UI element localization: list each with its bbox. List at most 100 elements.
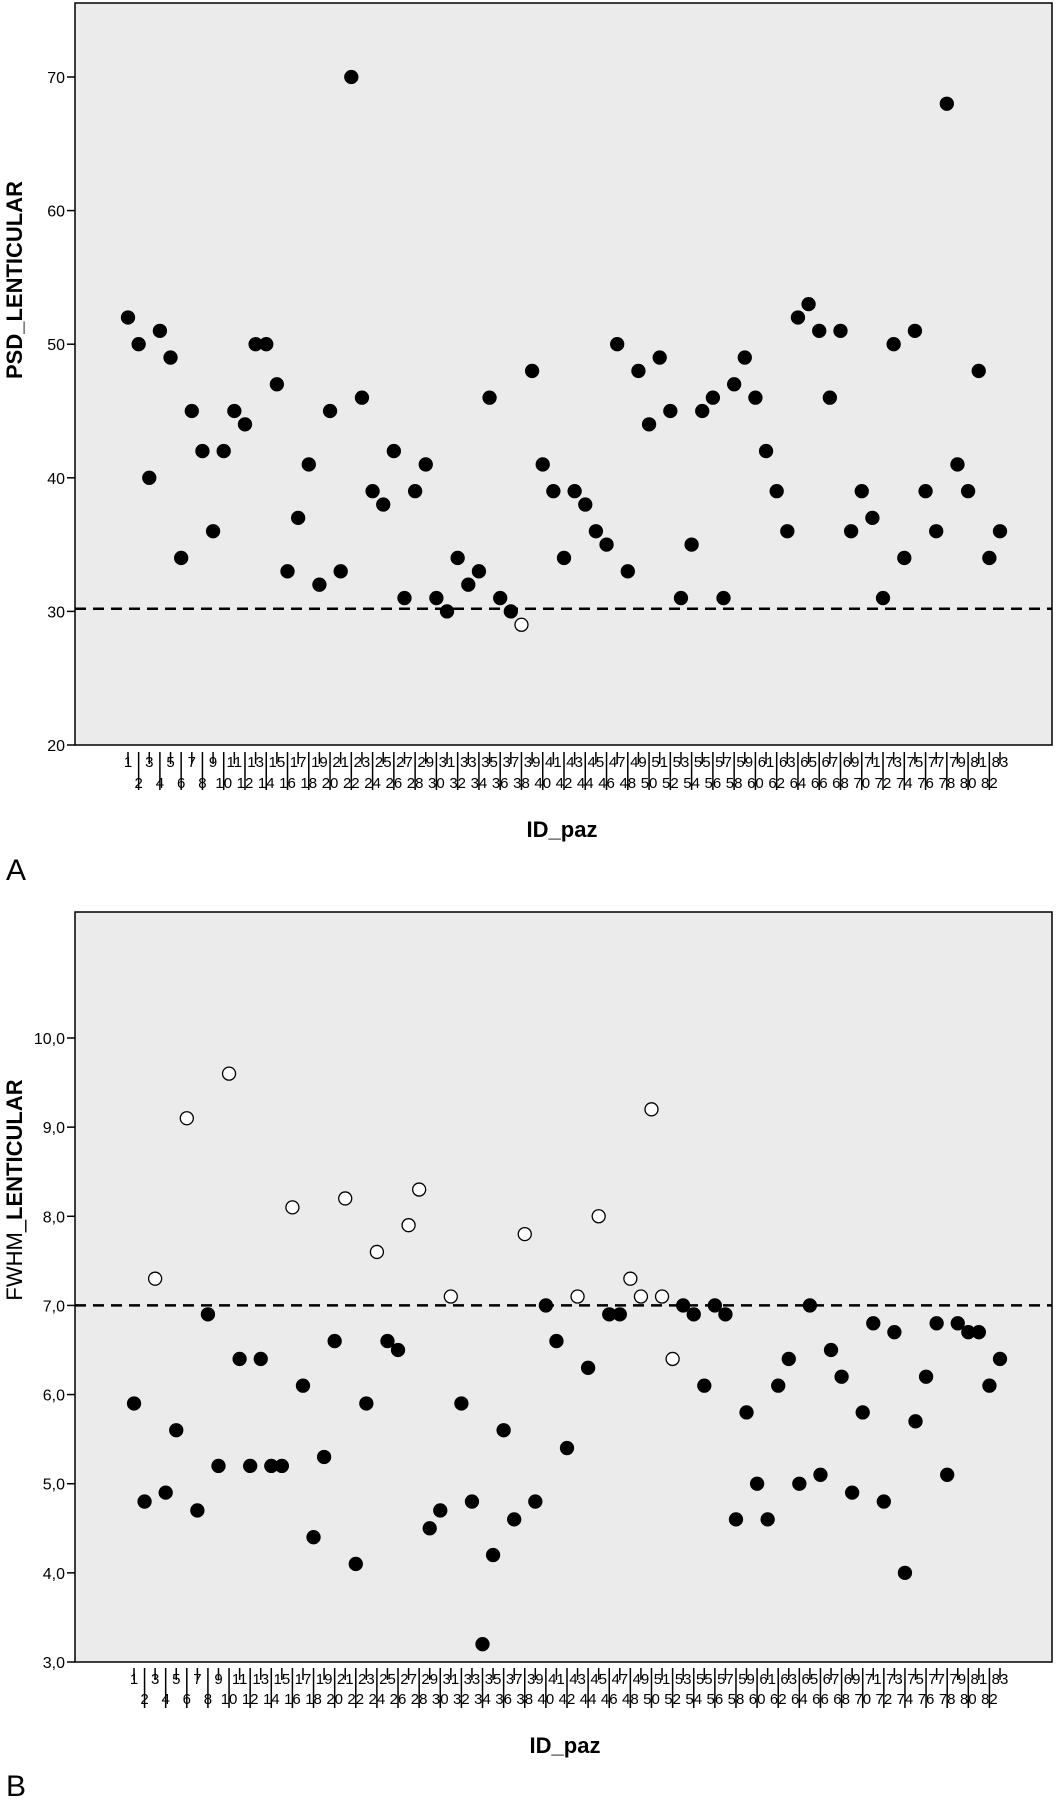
chart-b-point-filled [390, 1342, 406, 1358]
chart-a-x-tick-label: 59 [736, 754, 753, 771]
chart-a-x-tick-label: 75 [907, 754, 924, 771]
chart-a-x-tick-label: 45 [588, 754, 605, 771]
chart-b-x-tick-label: 21 [337, 1671, 354, 1688]
chart-a-x-tick-label: 71 [864, 754, 881, 771]
chart-b-x-tick-label: 6 [183, 1691, 191, 1708]
chart-b-point-filled [538, 1298, 554, 1313]
chart-a: 2030405060701234567891011121314151617181… [2, 2, 1053, 887]
chart-b-point-filled [306, 1530, 321, 1545]
chart-a-point-filled [982, 550, 997, 566]
chart-b-x-tick-label: 69 [844, 1671, 861, 1688]
chart-a-x-tick-label: 65 [800, 754, 817, 771]
chart-b-x-tick-label: 39 [527, 1671, 544, 1688]
chart-b-point-filled [211, 1458, 226, 1474]
chart-a-y-axis-title: PSD_LENTICULAR [2, 181, 27, 379]
chart-a-x-tick-label: 79 [949, 754, 966, 771]
chart-a-x-tick-label: 3 [145, 754, 153, 771]
chart-b-point-filled [982, 1378, 997, 1393]
chart-a-point-filled [875, 590, 891, 606]
chart-a-x-tick-label: 30 [428, 775, 445, 792]
chart-b-x-tick-label: 18 [305, 1691, 322, 1708]
chart-b-point-filled [464, 1494, 480, 1509]
chart-b-x-tick-label: 27 [400, 1671, 417, 1688]
chart-b-x-tick-label: 66 [812, 1691, 829, 1708]
chart-a-x-tick-label: 44 [577, 775, 594, 792]
chart-b-x-tick-label: 42 [559, 1691, 576, 1708]
chart-a-y-tick-label: 50 [47, 337, 65, 354]
chart-b-point-open [665, 1351, 680, 1367]
chart-b-point-filled [676, 1298, 691, 1313]
chart-b-x-tick-label: 5 [172, 1671, 180, 1688]
chart-b-x-tick-label: 24 [369, 1691, 386, 1708]
chart-b-point-filled [274, 1458, 290, 1474]
chart-a-point-filled [716, 590, 731, 606]
chart-b-point-open [623, 1271, 638, 1286]
chart-a-point-filled [620, 564, 635, 579]
chart-b-x-tick-label: 3 [151, 1671, 159, 1688]
chart-a-x-tick-label: 74 [896, 775, 913, 792]
chart-a-x-tick-label: 56 [705, 775, 722, 792]
chart-b-x-tick-label: 58 [728, 1691, 745, 1708]
chart-b-point-filled [485, 1547, 501, 1563]
chart-a-point-filled [705, 390, 721, 405]
chart-b-x-tick-label: 40 [538, 1691, 555, 1708]
chart-a-x-tick-label: 17 [290, 754, 307, 771]
chart-a-point-filled [216, 443, 231, 459]
chart-b-x-tick-label: 79 [949, 1671, 966, 1688]
chart-b-x-tick-label: 9 [214, 1671, 222, 1688]
chart-b-point-filled [707, 1298, 723, 1313]
chart-b-point-filled [739, 1405, 754, 1420]
chart-a-point-filled [822, 390, 838, 405]
chart-b-x-tick-label: 25 [379, 1671, 396, 1688]
chart-b-point-filled [496, 1423, 511, 1438]
chart-b-point-filled [612, 1307, 627, 1322]
chart-a-x-tick-label: 63 [779, 754, 796, 771]
chart-a-x-tick-label: 83 [992, 754, 1009, 771]
chart-b-plot-area [74, 911, 1053, 1663]
chart-b-x-tick-label: 60 [749, 1691, 766, 1708]
chart-a-point-filled [684, 537, 699, 552]
chart-b-point-filled [792, 1476, 807, 1491]
chart-b-point-filled [781, 1351, 796, 1367]
chart-a-x-tick-label: 46 [598, 775, 615, 792]
chart-b-point-filled [359, 1396, 374, 1411]
chart-a-x-tick-label: 22 [343, 775, 360, 792]
chart-a-point-filled [812, 323, 827, 338]
chart-a-point-filled [737, 350, 752, 365]
chart-a-x-tick-label: 19 [311, 754, 328, 771]
chart-a-x-tick-label: 9 [209, 754, 217, 771]
chart-b-point-filled [929, 1316, 944, 1331]
chart-a-point-filled [886, 337, 901, 352]
chart-b-point-filled [971, 1325, 987, 1340]
chart-b-x-tick-label: 44 [580, 1691, 597, 1708]
chart-b-y-tick-label: 6,0 [43, 1388, 65, 1405]
chart-a-point-filled [843, 524, 859, 539]
chart-b-point-filled [190, 1503, 205, 1518]
chart-b-point-open [285, 1200, 300, 1215]
chart-b-point-filled [992, 1351, 1008, 1367]
chart-a-point-filled [546, 484, 561, 499]
chart-b-x-tick-label: 77 [928, 1671, 945, 1688]
chart-a-x-tick-label: 67 [822, 754, 839, 771]
chart-b-point-open [633, 1289, 649, 1304]
chart-a-x-tick-label: 24 [364, 775, 381, 792]
chart-b-x-tick-label: 17 [295, 1671, 312, 1688]
chart-b-x-tick-label: 1 [130, 1671, 138, 1688]
chart-a-x-tick-label: 26 [386, 775, 403, 792]
chart-b-x-tick-label: 45 [590, 1671, 607, 1688]
chart-a-x-tick-label: 32 [449, 775, 466, 792]
chart-a-x-tick-label: 35 [481, 754, 498, 771]
chart-a-point-filled [673, 590, 689, 606]
chart-b-point-filled [158, 1485, 173, 1500]
chart-a-point-filled [280, 564, 295, 579]
chart-b-x-tick-label: 48 [622, 1691, 639, 1708]
chart-a-x-tick-label: 6 [177, 775, 185, 792]
chart-b-point-filled [126, 1396, 142, 1411]
chart-b-x-tick-label: 33 [464, 1671, 481, 1688]
chart-a-point-filled [205, 524, 221, 539]
chart-b-x-tick-label: 57 [717, 1671, 734, 1688]
chart-a-point-filled [971, 363, 986, 379]
chart-b-x-tick-label: 31 [442, 1671, 459, 1688]
chart-a-x-tick-label: 57 [715, 754, 732, 771]
